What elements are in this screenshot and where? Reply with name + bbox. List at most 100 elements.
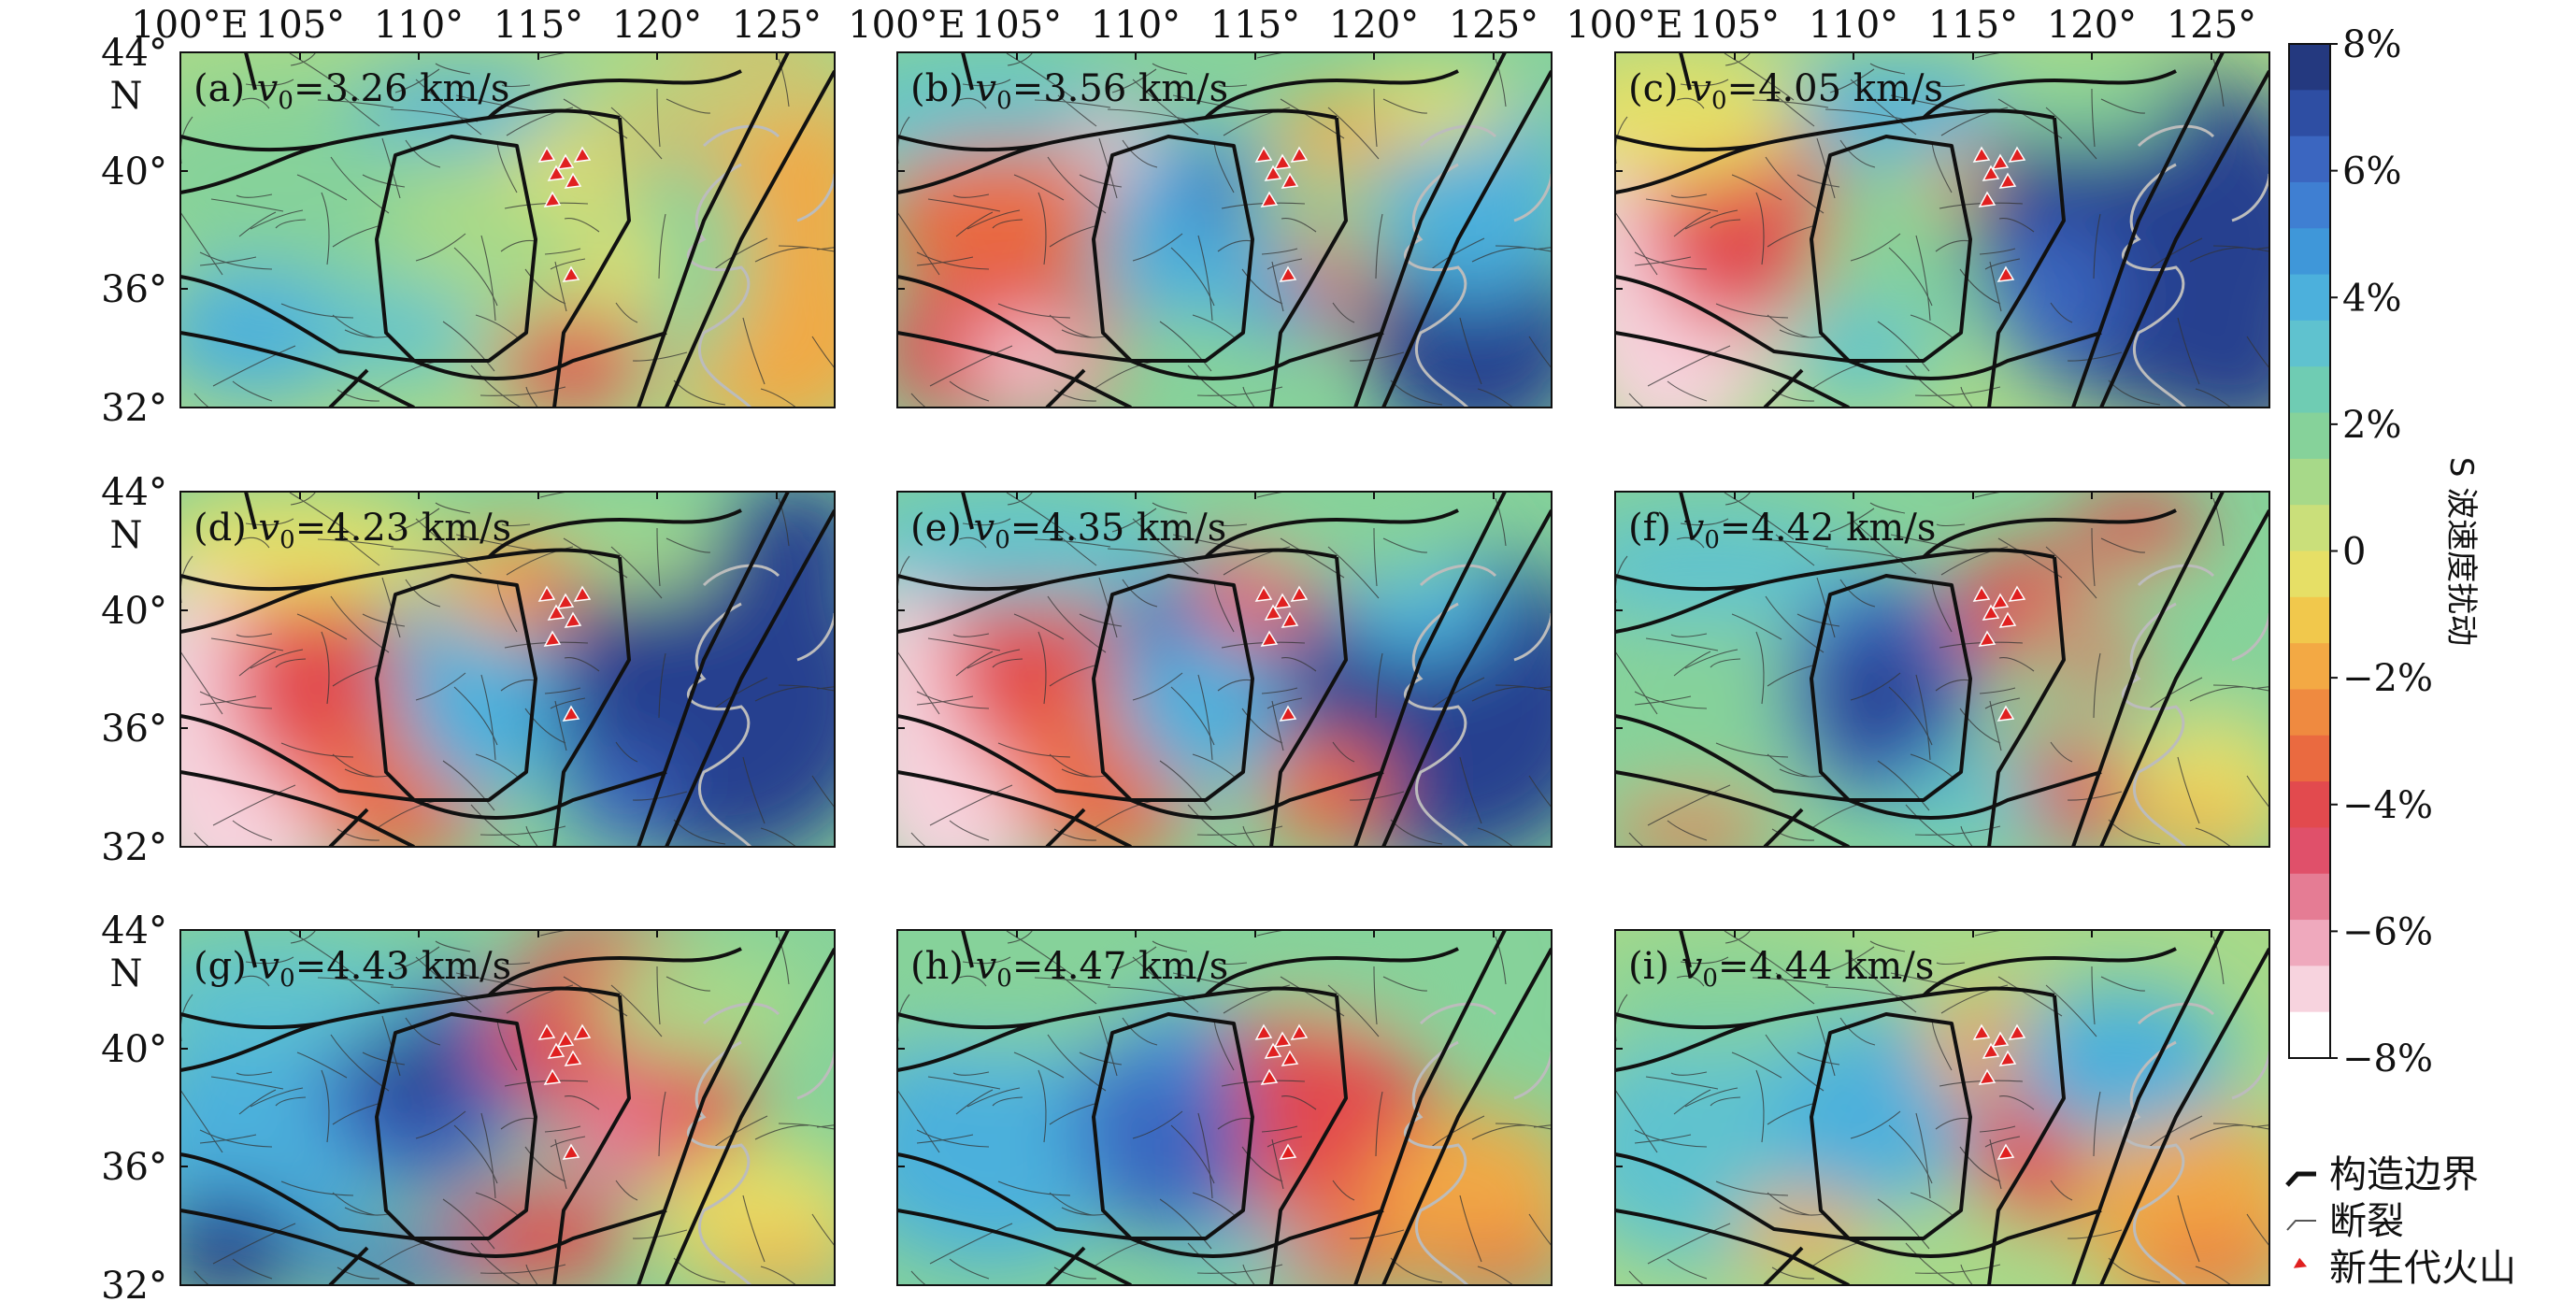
velocity-symbol: v: [1682, 945, 1703, 988]
fault-line: [1495, 245, 1552, 252]
fault-line: [927, 637, 1001, 651]
tectonic-boundary: [180, 986, 621, 1072]
fault-line: [2100, 98, 2146, 114]
volcano-triangle-icon: [556, 593, 575, 609]
volcano-triangle-icon: [573, 146, 592, 163]
fault-line: [2100, 537, 2146, 553]
fault-line: [1533, 247, 1552, 250]
fault-line: [275, 658, 307, 668]
fault-line: [236, 193, 273, 198]
velocity-subscript: 0: [1711, 87, 1727, 115]
longitude-label: 105°: [972, 4, 1062, 47]
fault-line: [212, 345, 296, 387]
panel-label: (e) v0=4.35 km/s: [910, 507, 1226, 554]
fault-line: [1905, 365, 1957, 408]
fault-line: [1038, 631, 1047, 705]
tectonic-boundary: [552, 117, 631, 408]
fault-line: [470, 804, 522, 847]
volcano-triangle-icon: [537, 585, 556, 602]
fault-line: [1670, 193, 1708, 198]
fault-line: [952, 193, 990, 198]
fault-line: [525, 386, 538, 408]
fault-line: [656, 527, 661, 587]
fault-line: [1049, 753, 1093, 778]
fault-line: [1375, 1091, 1383, 1157]
tectonic-boundary: [1204, 69, 1459, 120]
tectonic-boundary: [180, 1209, 415, 1285]
tectonic-boundary: [1615, 275, 1850, 363]
panel-label: (i) v0=4.44 km/s: [1628, 945, 1934, 993]
fault-line: [1034, 99, 1111, 108]
fault-line: [1647, 1223, 1731, 1265]
velocity-anomaly-blob: [1122, 576, 1196, 651]
fault-line: [2050, 302, 2073, 323]
volcanoes: [1254, 585, 1309, 722]
fault-line: [1256, 492, 1289, 498]
tectonic-boundary: [665, 70, 835, 408]
colorbar-swatch: [2289, 274, 2330, 322]
fault-line: [1915, 674, 1931, 761]
fault-line: [453, 686, 498, 746]
fault-line: [1471, 686, 1526, 702]
fault-line: [2212, 58, 2225, 107]
fault-line: [405, 139, 441, 168]
volcano-triangle-icon: [543, 1068, 562, 1085]
fault-line: [1775, 94, 1815, 127]
fault-line: [754, 686, 809, 702]
velocity-anomaly-blob: [897, 492, 1178, 604]
fault-line: [1477, 1266, 1514, 1285]
fault-line: [927, 198, 1001, 212]
fault-line: [1271, 700, 1284, 751]
fault-line: [1755, 1069, 1765, 1143]
velocity-anomaly-blob: [1821, 632, 1933, 763]
volcano-triangle-icon: [1260, 630, 1279, 647]
tectonic-boundary: [637, 52, 790, 408]
latitude-label: 40°: [101, 590, 167, 633]
fault-line: [1221, 641, 1306, 649]
colorbar-tick-label: 0: [2342, 531, 2366, 574]
velocity-anomaly-blob: [897, 146, 1103, 295]
fault-line: [1006, 930, 1077, 979]
fault-line: [275, 219, 307, 229]
tectonic-boundary: [897, 574, 1038, 592]
panel-frame: [1614, 929, 2270, 1286]
fault-line: [1281, 1095, 1317, 1110]
fault-line: [1242, 1264, 1255, 1285]
fault-line: [1910, 753, 1955, 780]
tectonic-boundary: [1848, 331, 2102, 380]
fault-line: [2212, 936, 2225, 985]
fault-line: [2093, 213, 2101, 279]
fault-line: [1382, 537, 1428, 553]
fault-line: [1111, 508, 1157, 533]
fault-line: [1122, 139, 1158, 168]
fault-line: [501, 962, 531, 966]
volcano-triangle-icon: [1972, 585, 1991, 602]
fault-line: [2100, 976, 2146, 992]
fault-line: [811, 336, 835, 369]
panel-letter: (f): [1628, 507, 1683, 550]
tectonic-boundary: [180, 1152, 415, 1240]
fault-line: [1267, 697, 1303, 709]
tectonic-boundary: [1987, 994, 2066, 1285]
latitude-label: 32°: [101, 387, 167, 430]
tectonic-boundary: [413, 331, 667, 380]
tectonic-boundary: [328, 368, 369, 408]
volcano-triangle-icon: [1972, 146, 1991, 163]
fault-line: [1888, 247, 1933, 307]
fault-line: [1332, 302, 1355, 323]
tectonic-boundary: [1381, 509, 1552, 847]
fault-line: [1628, 393, 1645, 408]
tectonic-boundary: [2071, 52, 2225, 408]
fault-line: [2177, 1195, 2200, 1263]
longitude-label: 110°: [1809, 4, 1898, 47]
velocity-symbol: v: [1683, 507, 1705, 550]
fault-line: [1684, 1087, 1739, 1108]
colorbar-swatch: [2289, 873, 2330, 921]
fault-line: [1495, 684, 1552, 692]
fault-line: [554, 700, 567, 751]
fault-line: [778, 684, 835, 692]
tectonic-boundary: [1987, 117, 2066, 408]
velocity-symbol: v: [1690, 67, 1711, 110]
fault-line: [1092, 361, 1154, 391]
fault-line: [238, 651, 277, 677]
